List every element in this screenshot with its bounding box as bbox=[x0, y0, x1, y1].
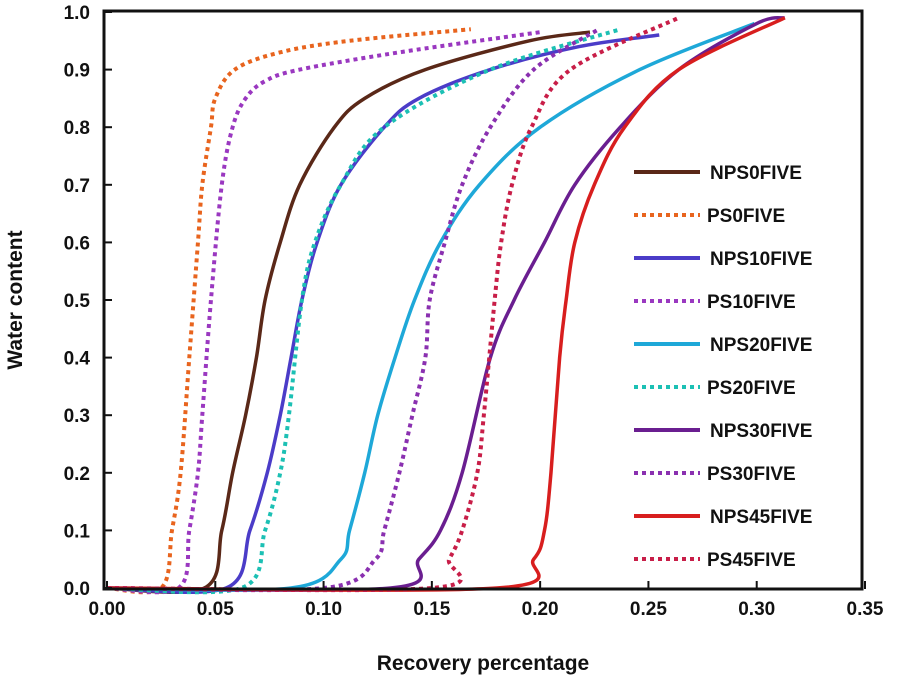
legend-label: NPS0FIVE bbox=[710, 163, 802, 184]
legend-label: NPS20FIVE bbox=[710, 335, 812, 356]
y-tick-label: 0.4 bbox=[64, 349, 91, 370]
y-tick-label: 0.7 bbox=[64, 176, 90, 197]
x-tick-label: 0.30 bbox=[738, 599, 775, 620]
legend-label: NPS10FIVE bbox=[710, 249, 812, 270]
y-axis: 0.0 0.1 0.2 0.3 0.4 0.5 0.6 0.7 0.8 0.9 1.0 bbox=[64, 3, 112, 600]
x-tick-label: 0.10 bbox=[305, 599, 342, 620]
series-line-ps20five bbox=[106, 27, 621, 595]
y-tick-label: 0.3 bbox=[64, 406, 90, 427]
y-tick-label: 0.5 bbox=[64, 291, 91, 312]
x-axis-label: Recovery percentage bbox=[377, 652, 589, 675]
x-tick-label: 0.05 bbox=[197, 599, 234, 620]
series-line-nps30five bbox=[106, 15, 786, 592]
y-tick-label: 0.0 bbox=[64, 579, 90, 600]
y-tick-label: 0.8 bbox=[64, 118, 90, 139]
legend: NPS0FIVE PS0FIVE NPS10FIVE PS10FIVE NPS20FIV… bbox=[634, 163, 812, 571]
x-tick-label: 0.35 bbox=[847, 599, 884, 620]
y-axis-label: Water content bbox=[4, 230, 27, 369]
y-tick-label: 0.1 bbox=[64, 521, 91, 542]
x-tick-label: 0.00 bbox=[89, 599, 126, 620]
x-tick-label: 0.25 bbox=[630, 599, 667, 620]
series-line-nps20five bbox=[106, 21, 756, 592]
series-line-nps0five bbox=[106, 30, 591, 594]
series-lines bbox=[106, 15, 786, 595]
x-tick-label: 0.15 bbox=[413, 599, 450, 620]
series-line-ps10five bbox=[106, 30, 541, 595]
y-tick-label: 0.6 bbox=[64, 233, 90, 254]
series-line-nps10five bbox=[106, 33, 660, 595]
series-line-ps0five bbox=[106, 27, 472, 595]
series-line-nps45five bbox=[106, 16, 786, 592]
series-line-ps30five bbox=[106, 27, 600, 593]
legend-label: PS20FIVE bbox=[707, 378, 796, 399]
legend-label: NPS45FIVE bbox=[710, 507, 812, 528]
legend-label: NPS30FIVE bbox=[710, 421, 812, 442]
x-axis: 0.00 0.05 0.10 0.15 0.20 0.25 0.30 0.35 bbox=[89, 581, 884, 620]
legend-label: PS45FIVE bbox=[707, 550, 796, 571]
legend-label: PS0FIVE bbox=[707, 206, 785, 227]
y-tick-label: 1.0 bbox=[64, 3, 90, 24]
x-tick-label: 0.20 bbox=[522, 599, 559, 620]
y-tick-label: 0.2 bbox=[64, 464, 90, 485]
legend-label: PS10FIVE bbox=[707, 292, 796, 313]
legend-label: PS30FIVE bbox=[707, 464, 796, 485]
y-tick-label: 0.9 bbox=[64, 61, 90, 82]
